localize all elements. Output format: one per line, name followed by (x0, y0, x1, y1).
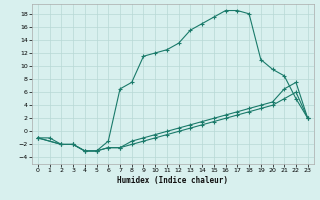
X-axis label: Humidex (Indice chaleur): Humidex (Indice chaleur) (117, 176, 228, 185)
